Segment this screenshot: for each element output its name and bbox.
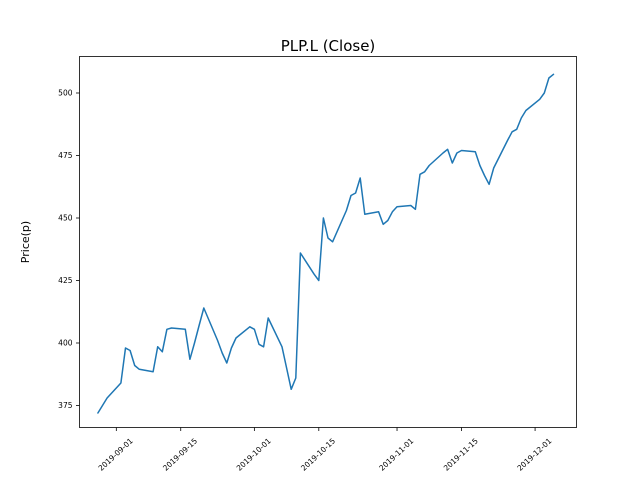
price-line	[97, 73, 555, 414]
y-tick-label: 475	[58, 151, 73, 160]
chart-title: PLP.L (Close)	[281, 37, 376, 55]
y-axis-label: Price(p)	[19, 221, 32, 263]
y-axis-ticks: 375 400 425 450 475 500	[58, 89, 80, 410]
y-tick-label: 500	[58, 89, 73, 98]
plot-area	[79, 56, 577, 428]
y-tick-label: 375	[58, 401, 73, 410]
y-tick-label: 425	[58, 276, 73, 285]
y-tick-label: 400	[58, 339, 73, 348]
y-tick-label: 450	[58, 214, 73, 223]
